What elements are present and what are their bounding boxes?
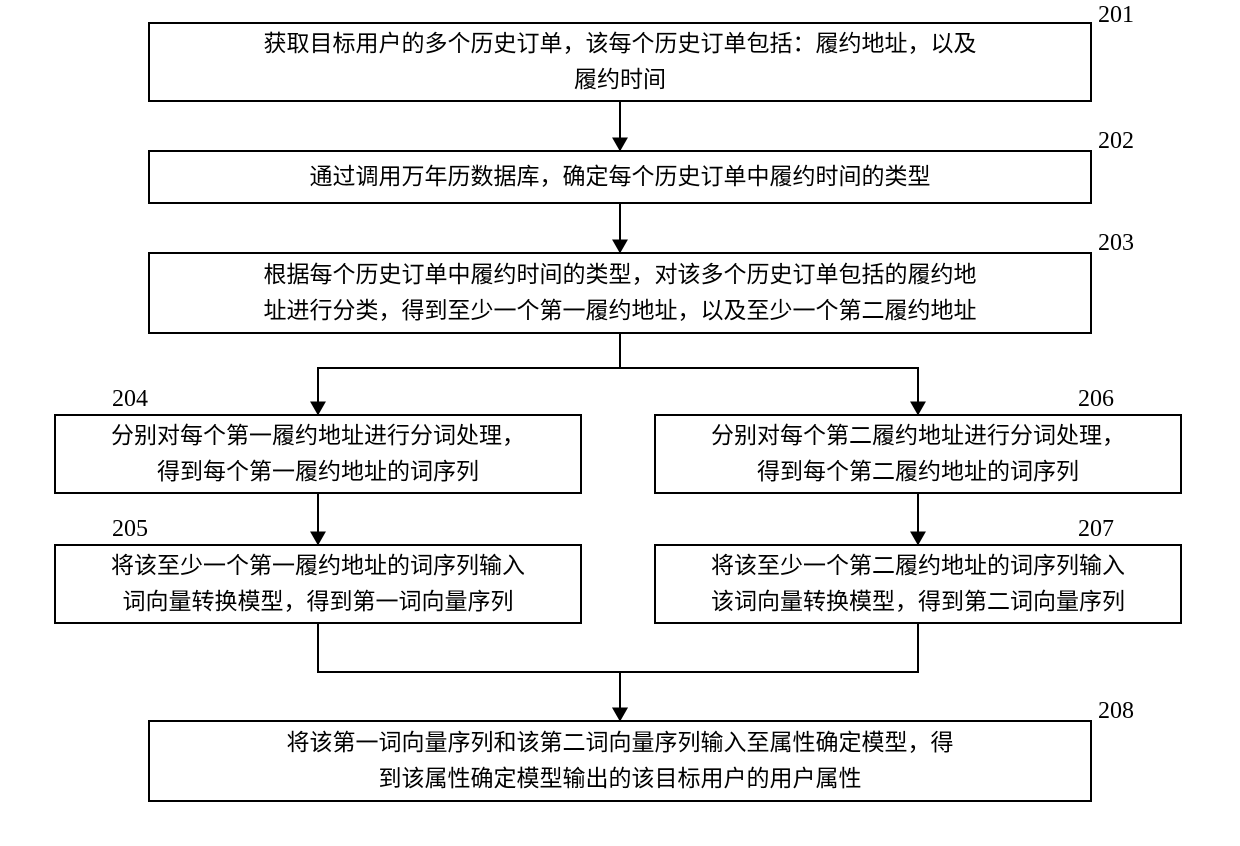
step-number: 203: [1098, 230, 1134, 257]
node-204: 分别对每个第一履约地址进行分词处理，得到每个第一履约地址的词序列: [54, 414, 582, 494]
node-207: 将该至少一个第二履约地址的词序列输入该词向量转换模型，得到第二词向量序列: [654, 544, 1182, 624]
step-number: 206: [1078, 386, 1114, 413]
node-203: 根据每个历史订单中履约时间的类型，对该多个历史订单包括的履约地址进行分类，得到至…: [148, 252, 1092, 334]
node-206: 分别对每个第二履约地址进行分词处理，得到每个第二履约地址的词序列: [654, 414, 1182, 494]
node-205: 将该至少一个第一履约地址的词序列输入词向量转换模型，得到第一词向量序列: [54, 544, 582, 624]
node-203-text: 根据每个历史订单中履约时间的类型，对该多个历史订单包括的履约地址进行分类，得到至…: [264, 257, 977, 328]
node-208: 将该第一词向量序列和该第二词向量序列输入至属性确定模型，得到该属性确定模型输出的…: [148, 720, 1092, 802]
node-206-text: 分别对每个第二履约地址进行分词处理，得到每个第二履约地址的词序列: [711, 418, 1125, 489]
node-201: 获取目标用户的多个历史订单，该每个历史订单包括：履约地址，以及履约时间: [148, 22, 1092, 102]
node-204-text: 分别对每个第一履约地址进行分词处理，得到每个第一履约地址的词序列: [111, 418, 525, 489]
node-202-text: 通过调用万年历数据库，确定每个历史订单中履约时间的类型: [310, 159, 931, 195]
step-number: 205: [112, 516, 148, 543]
step-number: 208: [1098, 698, 1134, 725]
node-202: 通过调用万年历数据库，确定每个历史订单中履约时间的类型: [148, 150, 1092, 204]
node-201-text: 获取目标用户的多个历史订单，该每个历史订单包括：履约地址，以及履约时间: [264, 26, 977, 97]
node-208-text: 将该第一词向量序列和该第二词向量序列输入至属性确定模型，得到该属性确定模型输出的…: [287, 725, 954, 796]
node-205-text: 将该至少一个第一履约地址的词序列输入词向量转换模型，得到第一词向量序列: [111, 548, 525, 619]
step-number: 201: [1098, 2, 1134, 29]
node-207-text: 将该至少一个第二履约地址的词序列输入该词向量转换模型，得到第二词向量序列: [711, 548, 1125, 619]
step-number: 207: [1078, 516, 1114, 543]
step-number: 202: [1098, 128, 1134, 155]
step-number: 204: [112, 386, 148, 413]
flowchart-canvas: 获取目标用户的多个历史订单，该每个历史订单包括：履约地址，以及履约时间 201 …: [0, 0, 1240, 846]
